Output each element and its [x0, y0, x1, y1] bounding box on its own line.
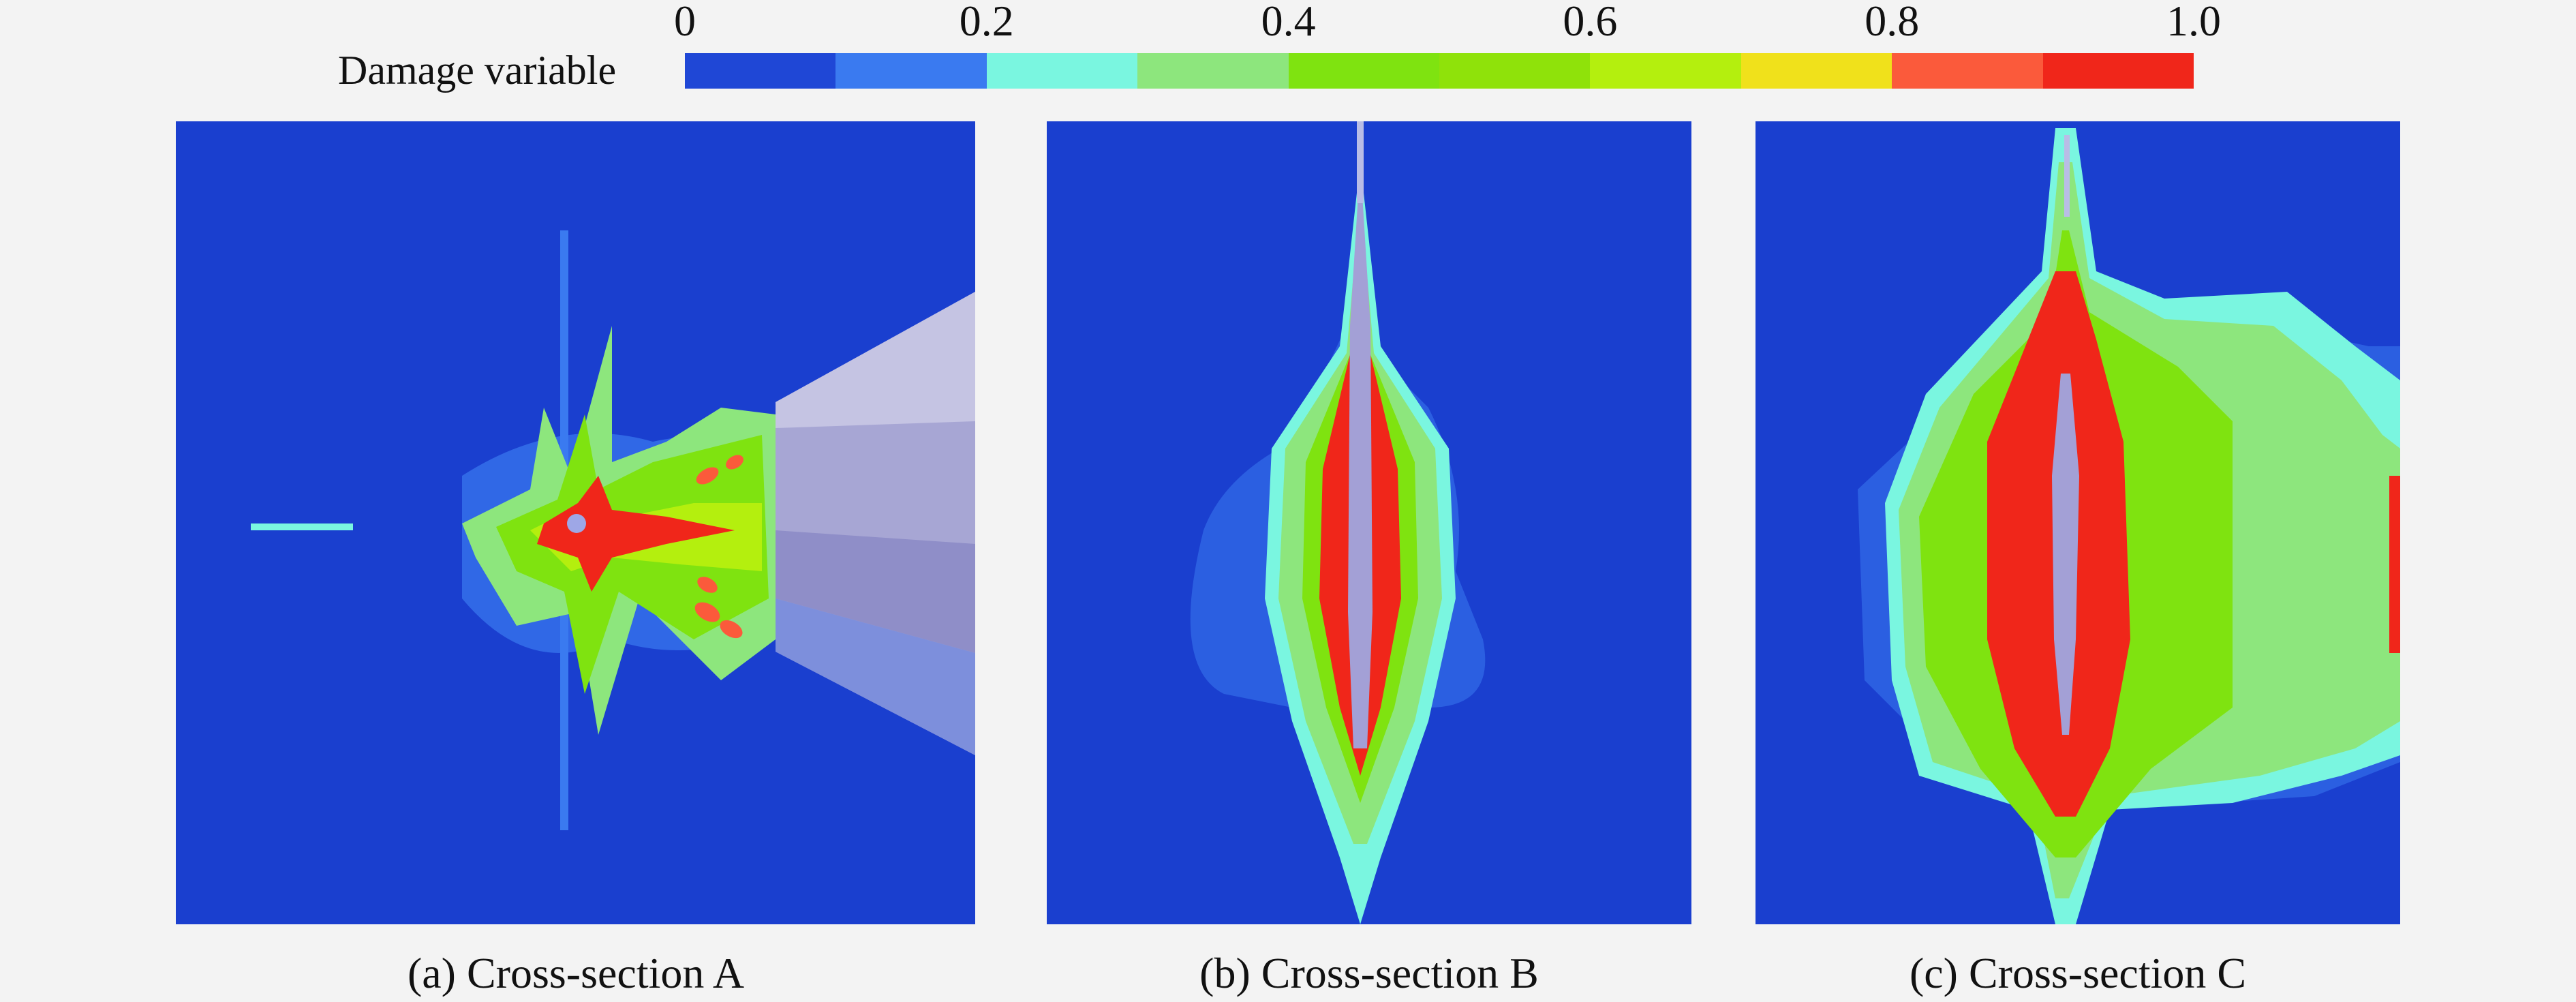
panel-cross-section-c	[1755, 121, 2400, 924]
colorbar-segment	[1439, 53, 1591, 89]
colorbar-segment	[835, 53, 987, 89]
colorbar-segment	[1137, 53, 1289, 89]
colorbar-segment	[685, 53, 836, 89]
colorbar-segment	[1590, 53, 1741, 89]
colorbar-tick-label: 1.0	[2166, 0, 2221, 45]
panel-cross-section-b	[1047, 121, 1691, 924]
colorbar-segment	[1892, 53, 2043, 89]
damage-contour-b	[1047, 121, 1691, 924]
colorbar-segment	[986, 53, 1138, 89]
legend-title: Damage variable	[338, 48, 617, 93]
colorbar-segment	[2042, 53, 2194, 89]
colorbar: 0 0.2 0.4 0.6 0.8 1.0	[674, 0, 2221, 89]
panel-cross-section-a	[176, 121, 975, 924]
colorbar-tick-label: 0	[674, 0, 696, 45]
colorbar-segment	[1741, 53, 1892, 89]
caption-cross-section-b: (b) Cross-section B	[1199, 949, 1539, 997]
colorbar-tick-label: 0.4	[1261, 0, 1316, 45]
colorbar-segment	[1288, 53, 1440, 89]
colorbar-tick-label: 0.8	[1865, 0, 1920, 45]
damage-contour-a	[176, 121, 975, 924]
damage-contour-c	[1755, 121, 2400, 924]
caption-cross-section-c: (c) Cross-section C	[1909, 949, 2247, 997]
colorbar-tick-label: 0.6	[1563, 0, 1618, 45]
colorbar-tick-label: 0.2	[959, 0, 1014, 45]
caption-cross-section-a: (a) Cross-section A	[407, 949, 745, 997]
